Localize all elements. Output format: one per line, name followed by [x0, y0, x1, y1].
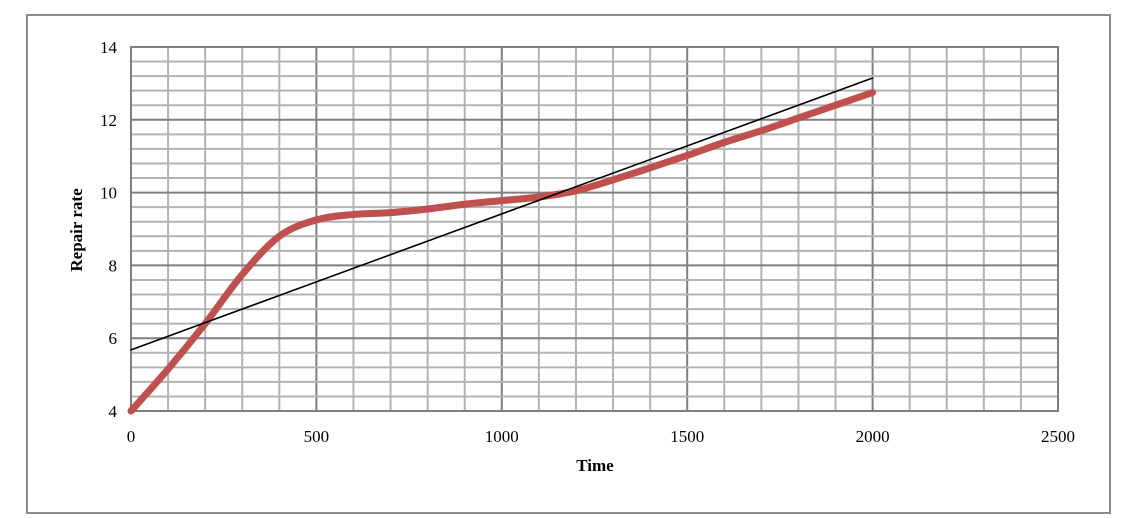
y-tick-label: 14 [100, 38, 118, 57]
x-tick-label: 500 [304, 427, 330, 446]
x-tick-labels: 0 500 1000 1500 2000 2500 [127, 427, 1075, 446]
y-tick-label: 12 [100, 111, 117, 130]
y-tick-label: 8 [109, 256, 118, 275]
x-axis-title: Time [576, 456, 614, 475]
grid-lines [130, 46, 1059, 412]
plot-area-border [130, 46, 1059, 412]
repair-rate-curve [127, 89, 877, 415]
x-tick-label: 2500 [1041, 427, 1075, 446]
y-tick-label: 10 [100, 184, 117, 203]
chart-frame [26, 14, 1111, 514]
y-tick-label: 6 [109, 329, 118, 348]
y-tick-label: 4 [109, 402, 118, 421]
y-axis-title: Repair rate [67, 188, 86, 272]
linear-trend-line [130, 77, 874, 351]
series-layer [127, 77, 877, 415]
x-tick-label: 2000 [856, 427, 890, 446]
x-tick-label: 1000 [485, 427, 519, 446]
plot-area-outline [130, 46, 1059, 412]
x-tick-label: 0 [127, 427, 136, 446]
x-tick-label: 1500 [670, 427, 704, 446]
y-tick-labels: 4 6 8 10 12 14 [100, 38, 118, 421]
